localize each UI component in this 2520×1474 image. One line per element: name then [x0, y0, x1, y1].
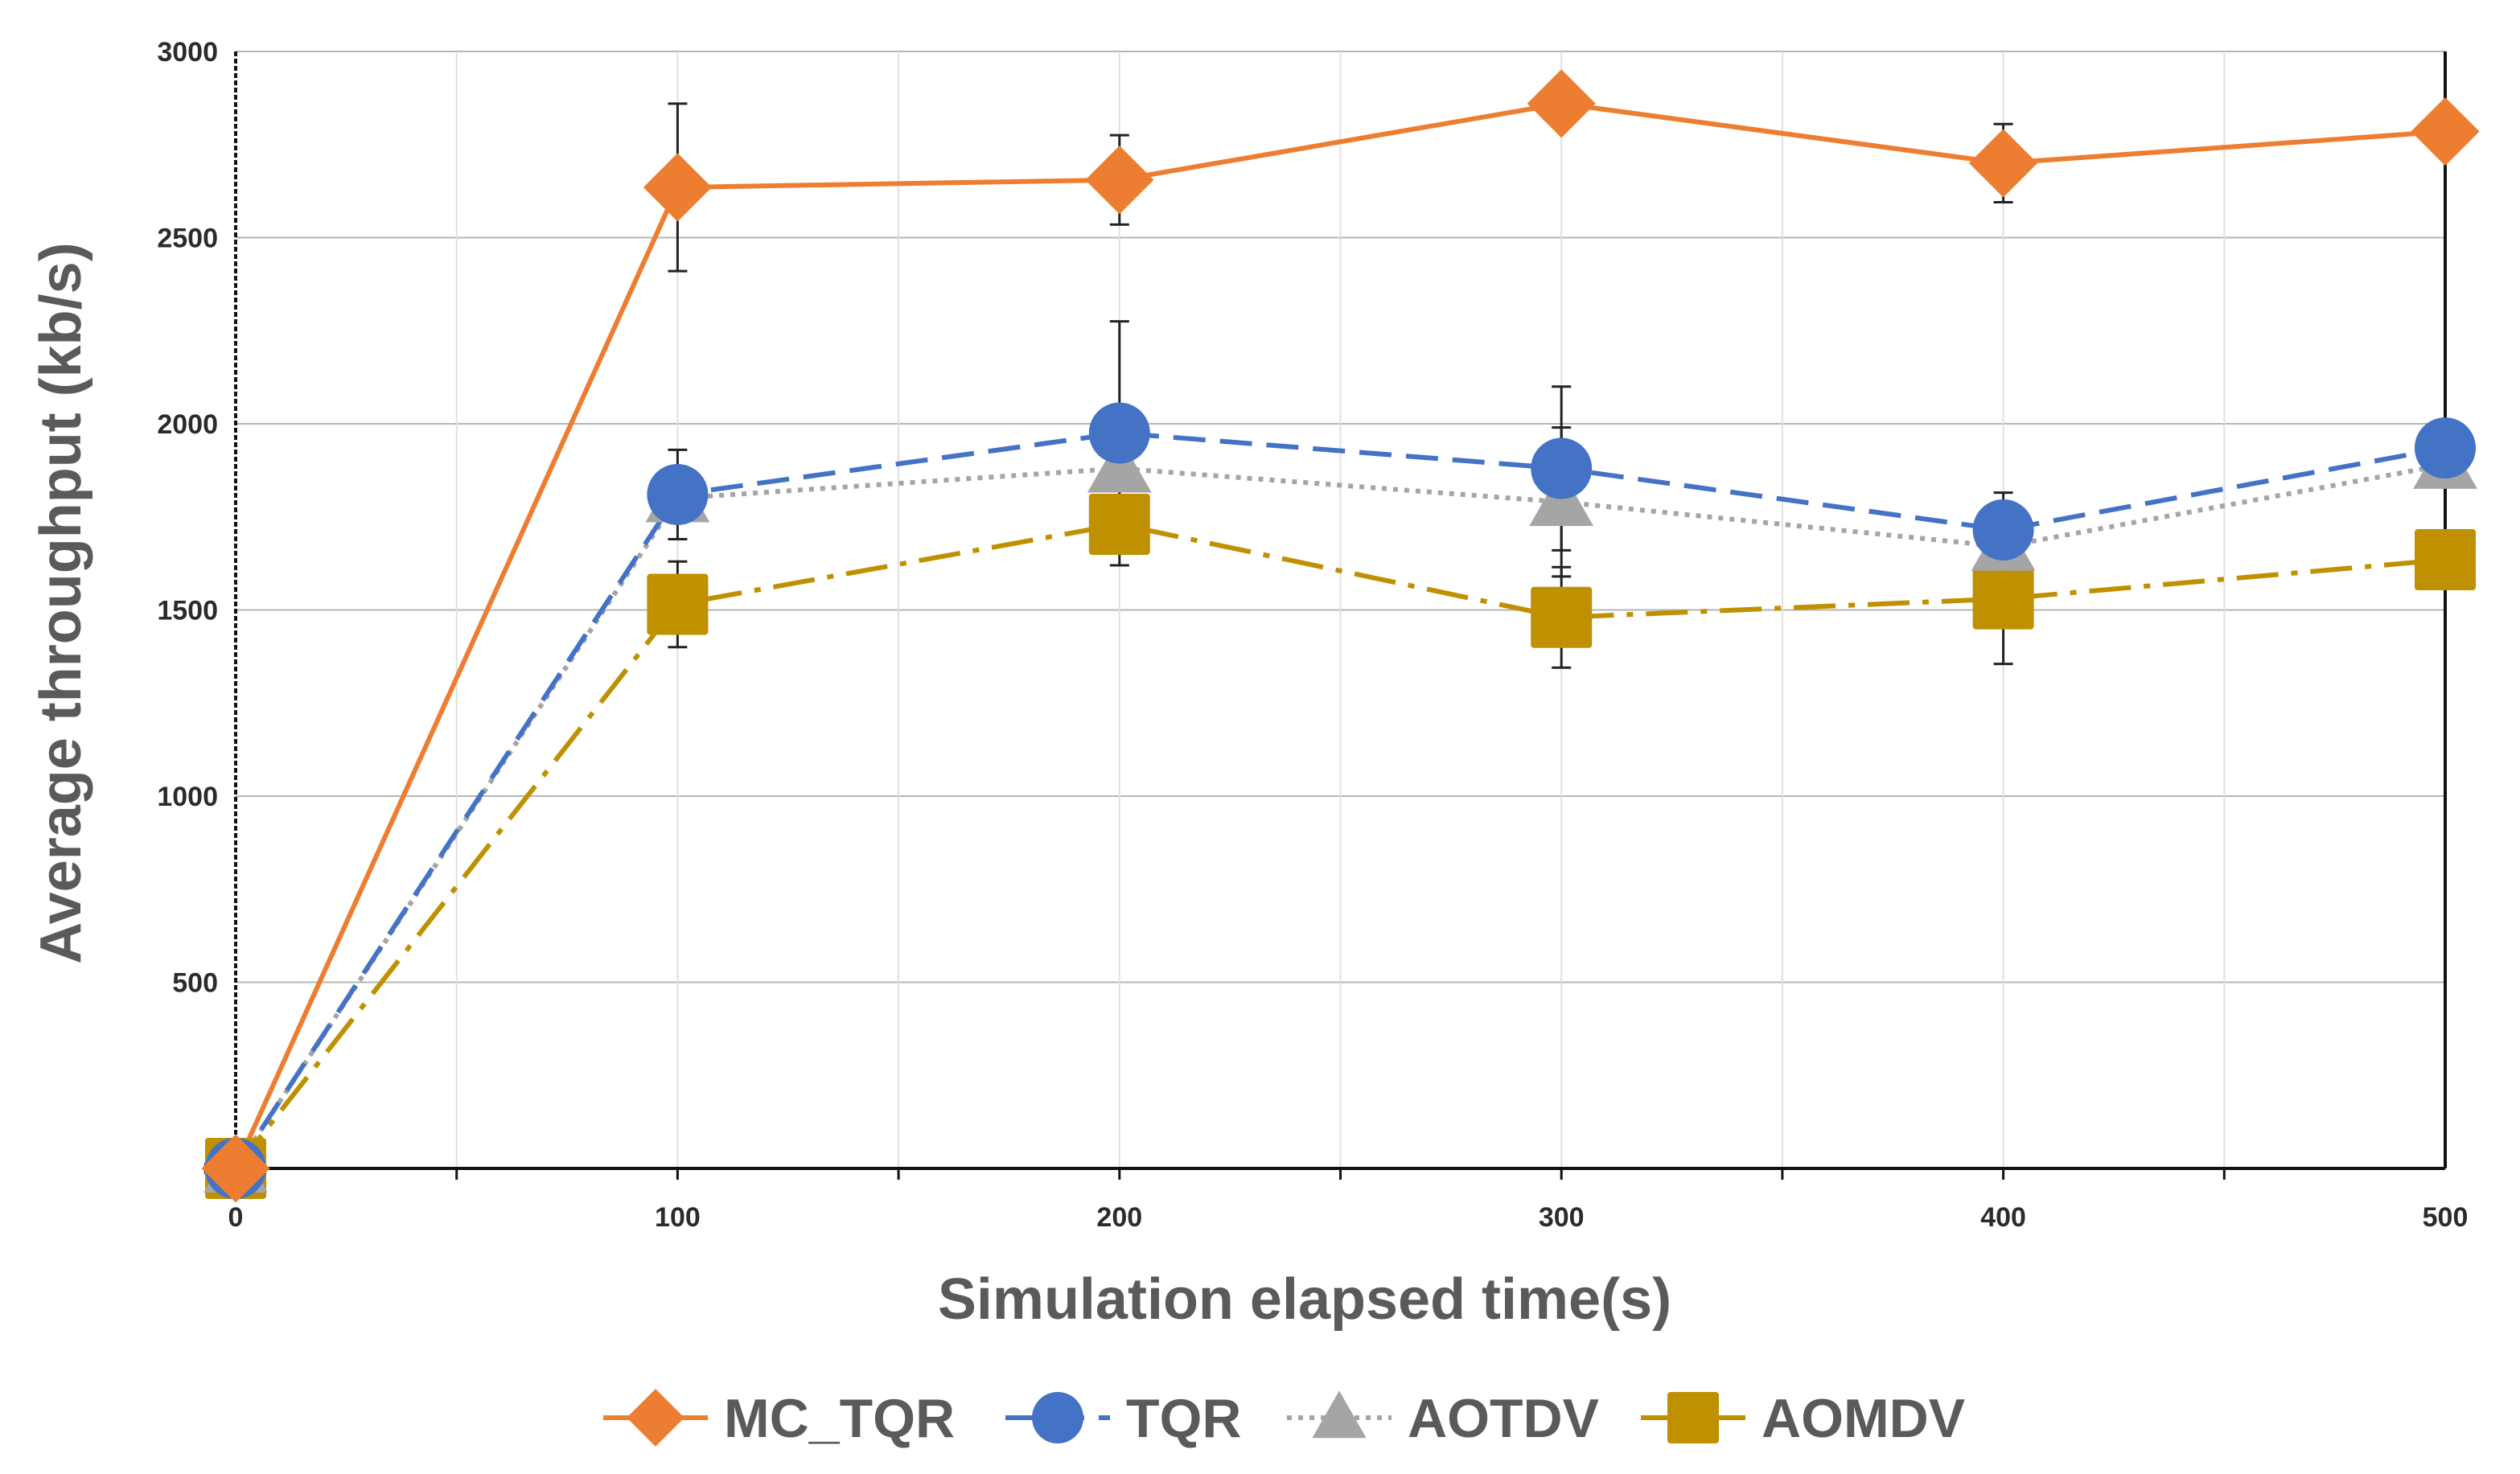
- data-point-mc_tqr: [1085, 146, 1154, 215]
- y-tick-label: 1000: [157, 782, 218, 812]
- data-point-aomdv: [1531, 586, 1593, 648]
- series-line-aomdv: [233, 522, 2446, 1170]
- legend-label-mc_tqr: MC_TQR: [724, 1388, 955, 1449]
- data-point-aomdv: [2415, 528, 2476, 590]
- y-tick-label: 3000: [157, 37, 218, 68]
- data-point-tqr: [1972, 499, 2034, 560]
- legend-marker-aotdv: [1312, 1390, 1367, 1439]
- axes: [234, 51, 2447, 1180]
- series-markers: [201, 69, 2480, 1203]
- data-point-mc_tqr: [2411, 96, 2480, 166]
- data-point-mc_tqr: [1969, 129, 2038, 198]
- grid-lines: [236, 51, 2445, 1168]
- y-tick-label: 1500: [157, 596, 218, 626]
- legend-label-aotdv: AOTDV: [1408, 1388, 1599, 1449]
- series-line-tqr: [233, 430, 2446, 1170]
- x-tick-label: 500: [2423, 1202, 2469, 1233]
- data-point-aotdv: [1087, 436, 1152, 493]
- data-point-aomdv: [1088, 494, 1150, 556]
- legend: MC_TQR TQR AOTDV AOMDV: [603, 1388, 1965, 1449]
- x-axis-title: Simulation elapsed time(s): [938, 1267, 1671, 1332]
- data-point-aomdv: [1972, 568, 2034, 630]
- legend-label-tqr: TQR: [1126, 1388, 1242, 1449]
- x-tick-label: 0: [228, 1202, 244, 1233]
- data-point-tqr: [1531, 437, 1593, 499]
- tick-labels: 0100200300400500050010001500200025003000: [157, 37, 2468, 1233]
- legend-marker-mc_tqr: [627, 1389, 684, 1447]
- data-point-mc_tqr: [643, 153, 712, 222]
- x-tick-label: 200: [1096, 1202, 1142, 1233]
- legend-marker-aomdv: [1667, 1392, 1719, 1443]
- legend-label-aomdv: AOMDV: [1762, 1388, 1965, 1449]
- x-tick-label: 100: [655, 1202, 701, 1233]
- data-point-tqr: [647, 463, 709, 525]
- y-tick-label: 2500: [157, 224, 218, 254]
- y-axis-title: Average throughput (kb/s): [29, 242, 93, 963]
- y-tick-label: 2000: [157, 409, 218, 440]
- series-lines: [233, 101, 2446, 1170]
- series-line-mc_tqr: [233, 101, 2446, 1170]
- data-point-tqr: [1088, 402, 1150, 464]
- x-tick-label: 400: [1980, 1202, 2026, 1233]
- x-tick-label: 300: [1539, 1202, 1585, 1233]
- legend-marker-tqr: [1032, 1392, 1083, 1443]
- data-point-mc_tqr: [201, 1134, 270, 1203]
- data-point-aomdv: [647, 573, 709, 635]
- y-tick-label: 500: [172, 968, 218, 999]
- data-point-tqr: [2415, 417, 2476, 479]
- data-point-mc_tqr: [1527, 69, 1596, 138]
